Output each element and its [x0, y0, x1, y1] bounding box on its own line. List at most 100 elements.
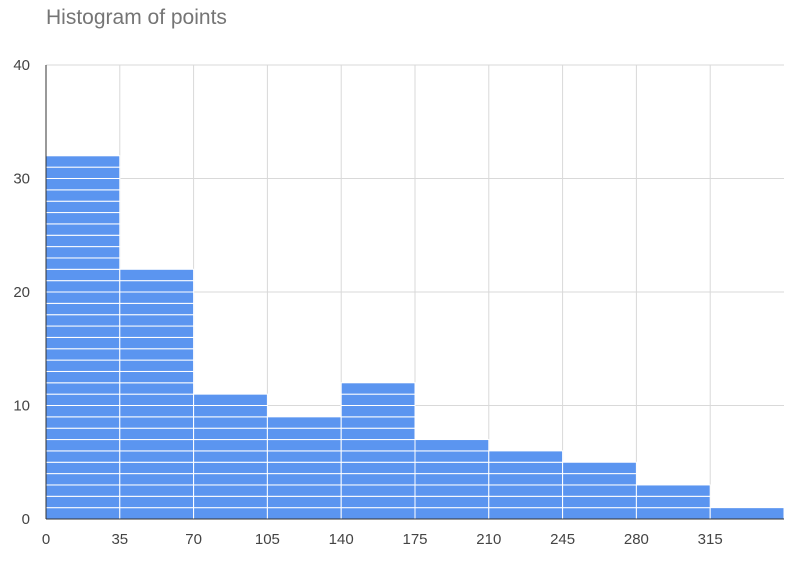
- bar-segment: [414, 439, 490, 452]
- bar-segment: [45, 450, 121, 463]
- bar-segment: [45, 223, 121, 236]
- bar-segment: [45, 246, 121, 259]
- bar-segment: [119, 427, 195, 441]
- x-tick-label: 175: [402, 531, 427, 548]
- bar-segment: [119, 495, 195, 509]
- bar-segment: [193, 393, 268, 406]
- bar-segment: [45, 507, 121, 520]
- bar-segment: [45, 268, 121, 282]
- bar-segment: [45, 325, 121, 338]
- bar-segment: [119, 439, 195, 452]
- bar-segment: [119, 336, 195, 350]
- bar-segment: [45, 178, 121, 191]
- bar-segment: [45, 393, 121, 406]
- bar-segment: [414, 461, 490, 475]
- bar-segment: [340, 473, 416, 486]
- bar-segment: [635, 507, 711, 520]
- bar-segment: [266, 507, 342, 520]
- bar-segment: [193, 507, 268, 520]
- x-tick-label: 70: [185, 531, 202, 548]
- bar-segment: [562, 484, 637, 497]
- bar-segment: [119, 268, 195, 282]
- bar-segment: [45, 359, 121, 372]
- bar-segment: [340, 439, 416, 452]
- histogram-bar: [488, 450, 564, 520]
- bar-segment: [340, 427, 416, 441]
- bar-segment: [266, 473, 342, 486]
- bar-segment: [119, 280, 195, 293]
- bar-segment: [119, 473, 195, 486]
- bar-segment: [340, 382, 416, 395]
- bar-segment: [635, 495, 711, 509]
- bar-segment: [119, 291, 195, 304]
- bar-segment: [488, 461, 564, 475]
- bar-segment: [193, 427, 268, 441]
- bar-segment: [340, 495, 416, 509]
- bar-segment: [119, 461, 195, 475]
- x-tick-label: 280: [624, 531, 649, 548]
- bar-segment: [488, 450, 564, 463]
- bar-segment: [45, 280, 121, 293]
- bar-segment: [266, 416, 342, 429]
- bar-segment: [45, 257, 121, 270]
- bar-segment: [562, 495, 637, 509]
- x-tick-label: 245: [550, 531, 575, 548]
- bar-segment: [45, 495, 121, 509]
- bar-segment: [193, 495, 268, 509]
- bar-segment: [45, 439, 121, 452]
- bar-segment: [119, 450, 195, 463]
- bar-segment: [562, 473, 637, 486]
- bar-segment: [340, 461, 416, 475]
- bar-segment: [45, 484, 121, 497]
- bar-segment: [45, 382, 121, 395]
- histogram-bar: [45, 155, 121, 520]
- bar-segment: [488, 473, 564, 486]
- bar-segment: [45, 155, 121, 168]
- bar-segment: [340, 450, 416, 463]
- x-tick-label: 315: [698, 531, 723, 548]
- bar-segment: [193, 405, 268, 418]
- bar-segment: [266, 427, 342, 441]
- bar-segment: [193, 450, 268, 463]
- bar-segment: [45, 348, 121, 361]
- histogram-bar: [562, 461, 637, 520]
- bar-segment: [414, 495, 490, 509]
- bar-segment: [562, 461, 637, 475]
- histogram-bars: [45, 155, 785, 520]
- bar-segment: [119, 348, 195, 361]
- bar-segment: [119, 507, 195, 520]
- bar-segment: [340, 416, 416, 429]
- bar-segment: [45, 461, 121, 475]
- bar-segment: [488, 507, 564, 520]
- bar-segment: [45, 166, 121, 179]
- bar-segment: [340, 405, 416, 418]
- bar-segment: [45, 473, 121, 486]
- bar-segment: [266, 484, 342, 497]
- bar-segment: [119, 359, 195, 372]
- bar-segment: [193, 416, 268, 429]
- x-tick-label: 210: [476, 531, 501, 548]
- histogram-bar: [635, 484, 711, 520]
- bar-segment: [266, 461, 342, 475]
- bar-segment: [119, 416, 195, 429]
- bar-segment: [45, 416, 121, 429]
- bar-segment: [266, 495, 342, 509]
- bar-segment: [119, 393, 195, 406]
- y-tick-label: 40: [13, 57, 30, 74]
- bar-segment: [635, 484, 711, 497]
- bar-segment: [414, 473, 490, 486]
- bar-segment: [193, 439, 268, 452]
- histogram-bar: [414, 439, 490, 520]
- bar-segment: [340, 393, 416, 406]
- histogram-bar: [709, 507, 785, 520]
- bar-segment: [414, 450, 490, 463]
- bar-segment: [45, 200, 121, 214]
- histogram-bar: [193, 393, 268, 520]
- bar-segment: [193, 461, 268, 475]
- bar-segment: [119, 302, 195, 316]
- bar-segment: [119, 314, 195, 327]
- bar-segment: [266, 439, 342, 452]
- bar-segment: [119, 370, 195, 384]
- tick-labels: 0 10 20 30 40 0 35 70 105 140 175 210 245 280 315: [13, 57, 722, 548]
